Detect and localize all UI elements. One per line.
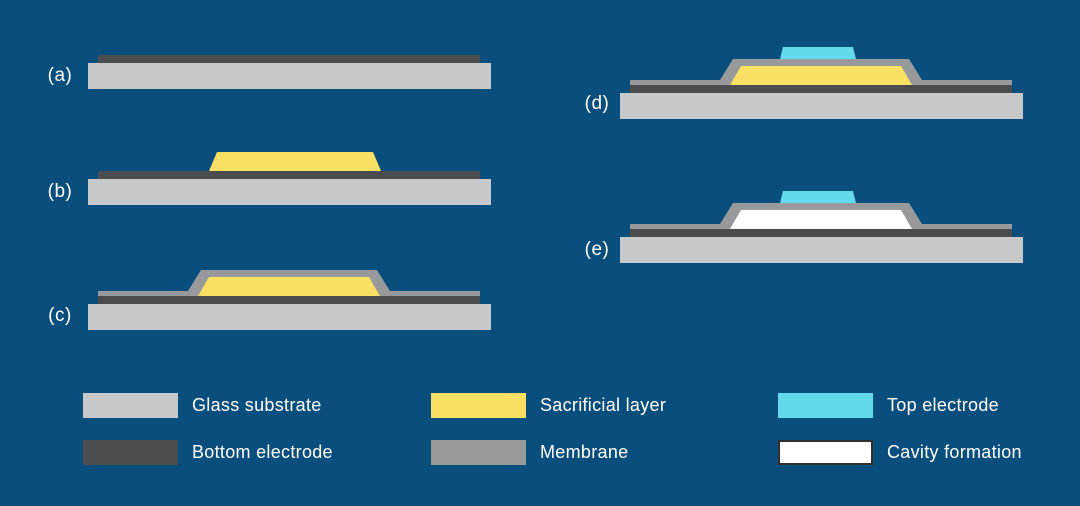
process-step-e-drawing: [620, 191, 1023, 263]
legend-label-glass_substrate: Glass substrate: [192, 395, 322, 415]
bottom-electrode-layer: [98, 171, 480, 179]
legend-item-top_electrode: Top electrode: [778, 393, 999, 418]
legend-item-membrane: Membrane: [431, 440, 628, 465]
legend-item-sacrificial_layer: Sacrificial layer: [431, 393, 666, 418]
legend-swatch-top_electrode: [778, 393, 873, 418]
bottom-electrode-layer: [630, 85, 1012, 93]
legend-label-cavity: Cavity formation: [887, 442, 1022, 462]
glass-substrate-layer: [88, 63, 491, 89]
glass-substrate-layer: [620, 237, 1023, 263]
step-label-a: (a): [47, 65, 73, 86]
step-label-d: (d): [584, 93, 610, 114]
glass-substrate-layer: [88, 179, 491, 205]
sacrificial-layer: [730, 66, 912, 85]
legend-label-bottom_electrode: Bottom electrode: [192, 442, 333, 462]
legend-label-membrane: Membrane: [540, 442, 629, 462]
sacrificial-layer: [198, 277, 380, 296]
legend-item-bottom_electrode: Bottom electrode: [83, 440, 333, 465]
legend-label-top_electrode: Top electrode: [887, 395, 999, 415]
process-step-a-drawing: [88, 55, 491, 89]
legend-swatch-bottom_electrode: [83, 440, 178, 465]
sacrificial-layer: [209, 152, 381, 171]
bottom-electrode-layer: [98, 296, 480, 304]
top-electrode-layer: [780, 47, 856, 59]
process-step-c-drawing: [88, 270, 491, 330]
legend-swatch-membrane: [431, 440, 526, 465]
cavity-layer: [730, 210, 912, 229]
process-step-d-drawing: [620, 47, 1023, 119]
bottom-electrode-layer: [630, 229, 1012, 237]
step-label-b: (b): [47, 181, 73, 202]
legend-label-sacrificial_layer: Sacrificial layer: [540, 395, 667, 415]
glass-substrate-layer: [88, 304, 491, 330]
glass-substrate-layer: [620, 93, 1023, 119]
legend-item-glass_substrate: Glass substrate: [83, 393, 322, 418]
legend-swatch-cavity: [778, 440, 873, 465]
top-electrode-layer: [780, 191, 856, 203]
bottom-electrode-layer: [98, 55, 480, 63]
legend-swatch-sacrificial_layer: [431, 393, 526, 418]
legend-swatch-glass_substrate: [83, 393, 178, 418]
legend-item-cavity: Cavity formation: [778, 440, 1022, 465]
step-label-e: (e): [584, 239, 610, 260]
process-step-b-drawing: [88, 152, 491, 205]
step-label-c: (c): [48, 305, 72, 326]
